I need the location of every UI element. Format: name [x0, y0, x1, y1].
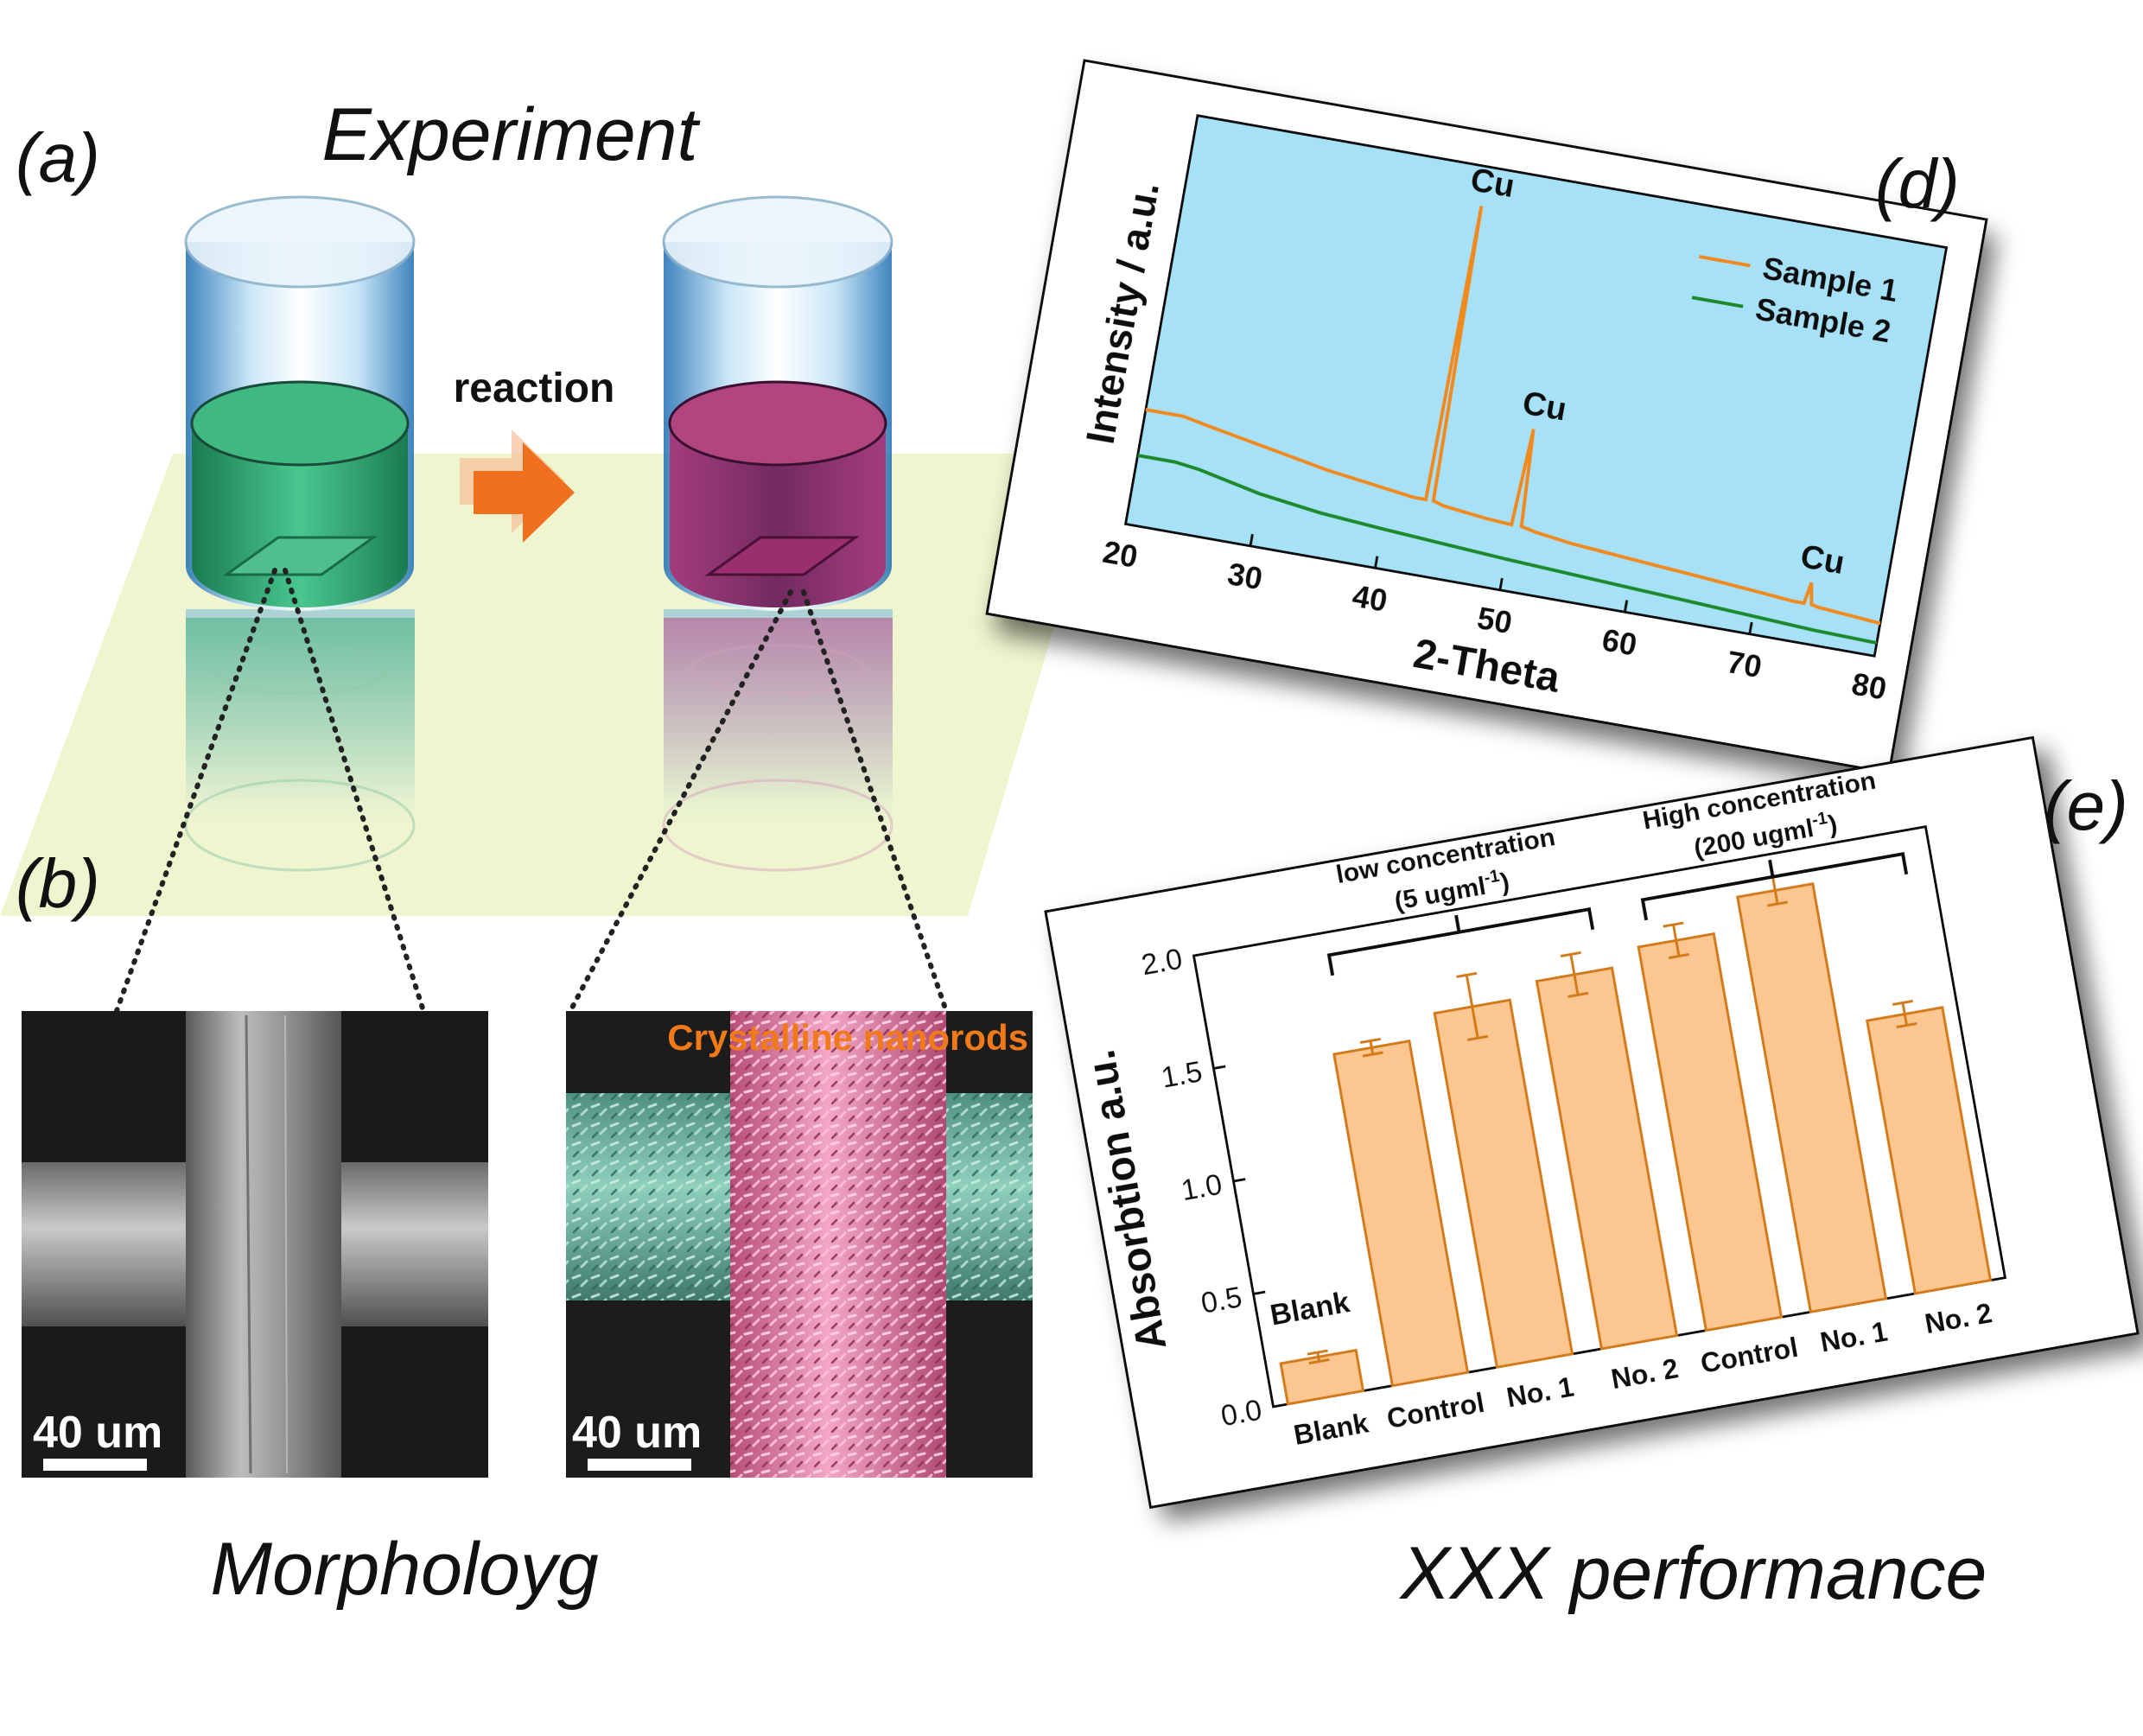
error-bar-1 — [1316, 1351, 1321, 1362]
xrd-legend-swatch-2 — [1691, 296, 1744, 308]
bar-y-tick — [1273, 1403, 1286, 1409]
error-cap-bottom-7 — [1896, 1021, 1917, 1029]
error-cap-top-7 — [1892, 999, 1914, 1007]
panel-label-d: (d) — [1875, 145, 1960, 222]
xrd-x-tick-label: 30 — [1225, 556, 1266, 596]
experiment-scene: reaction Experiment (a) (b) — [0, 93, 1106, 1014]
bar-y-tick — [1213, 1065, 1226, 1070]
error-cap-top-1 — [1307, 1349, 1328, 1356]
bar-y-tick-label: 1.5 — [1159, 1055, 1205, 1095]
xrd-x-tick — [1124, 512, 1129, 525]
error-cap-bottom-6 — [1766, 900, 1789, 907]
error-bar-4 — [1569, 954, 1580, 995]
bar-y-tick — [1193, 952, 1206, 957]
error-cap-bottom-2 — [1362, 1051, 1383, 1058]
reaction-label: reaction — [454, 366, 615, 411]
group-bracket-1 — [1326, 906, 1595, 976]
error-cap-bottom-3 — [1467, 1034, 1489, 1041]
reaction-arrow — [460, 429, 575, 543]
bar-y-tick-label: 0.0 — [1218, 1394, 1264, 1434]
right-beaker — [662, 195, 893, 611]
xrd-peak-label: Cu — [1797, 538, 1847, 582]
left-scale-label: 40 um — [33, 1408, 162, 1458]
xrd-series-line-2 — [1137, 454, 1878, 645]
bar-y-tick-label: 2.0 — [1139, 943, 1185, 982]
error-bar-5 — [1672, 924, 1681, 957]
morphology-title: Morpholoyg — [210, 1528, 599, 1611]
xrd-x-tick — [1498, 577, 1504, 591]
error-cap-top-5 — [1663, 921, 1684, 928]
panel-label-a: (a) — [16, 119, 100, 196]
error-cap-top-2 — [1359, 1037, 1382, 1045]
left-substrate — [222, 536, 378, 576]
error-cap-bottom-5 — [1668, 952, 1690, 960]
left-beaker-reflection — [184, 609, 416, 872]
xrd-x-tick-label: 40 — [1350, 578, 1390, 619]
bar-y-tick — [1253, 1290, 1266, 1295]
sem-image-left: 40 um — [22, 1011, 488, 1478]
error-cap-top-4 — [1560, 951, 1581, 957]
xrd-x-tick-label: 80 — [1849, 666, 1890, 707]
experiment-title: Experiment — [322, 93, 701, 176]
error-bar-3 — [1465, 975, 1479, 1039]
xrd-x-tick-label: 60 — [1599, 622, 1640, 663]
right-substrate — [704, 536, 860, 576]
error-cap-bottom-4 — [1568, 991, 1589, 998]
performance-title: XXX performance — [1399, 1532, 1987, 1615]
error-bar-6 — [1771, 876, 1779, 905]
xrd-x-tick-label: 70 — [1724, 644, 1765, 684]
right-scale-label: 40 um — [572, 1408, 702, 1458]
bar-y-tick-label: 0.5 — [1199, 1281, 1244, 1320]
panel-label-b: (b) — [16, 845, 100, 922]
error-cap-bottom-1 — [1308, 1358, 1330, 1365]
bar-y-tick — [1233, 1178, 1246, 1183]
panel-label-e: (e) — [2044, 767, 2128, 844]
error-bar-7 — [1901, 1002, 1909, 1026]
group-bracket-2 — [1640, 851, 1909, 921]
xrd-x-tick — [1748, 621, 1753, 635]
xrd-legend-swatch-1 — [1699, 255, 1751, 268]
xrd-x-tick-label: 50 — [1474, 600, 1515, 640]
xrd-peak-label: Cu — [1520, 385, 1569, 428]
xrd-x-tick-label: 20 — [1100, 534, 1141, 575]
left-beaker — [184, 195, 416, 611]
right-beaker-reflection — [662, 609, 893, 872]
xrd-series-line-1 — [1145, 206, 1881, 626]
xrd-x-tick — [1623, 600, 1629, 613]
error-cap-top-3 — [1456, 971, 1478, 978]
xrd-x-tick — [1249, 533, 1254, 547]
sem-image-right: 40 um Crystalline nanorods — [566, 1011, 1033, 1478]
xrd-x-tick — [1373, 556, 1379, 569]
floor-plane — [0, 454, 1106, 916]
bar-y-tick-label: 1.0 — [1179, 1168, 1224, 1208]
xrd-peak-label: Cu — [1468, 162, 1517, 205]
magenta-solution — [670, 423, 886, 607]
xrd-x-tick — [1873, 644, 1879, 657]
crystalline-caption: Crystalline nanorods — [667, 1017, 1028, 1058]
error-bar-2 — [1369, 1040, 1375, 1055]
zoom-lines — [114, 568, 949, 1014]
